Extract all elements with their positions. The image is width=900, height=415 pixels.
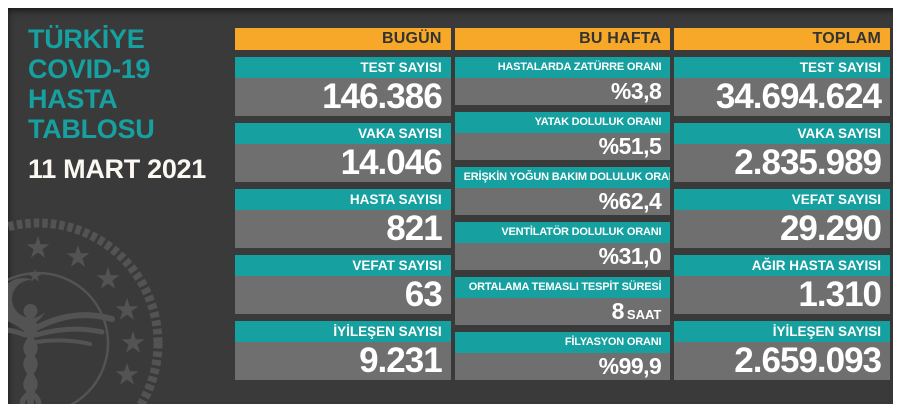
card-bugun-iyilesen-sayisi: İYİLEŞEN SAYISI 9.231 [235,321,451,380]
stat-value: %31,0 [454,243,671,270]
column-header-bugun: BUGÜN [235,28,451,50]
stat-value: 821 [235,210,451,248]
report-date: 11 MART 2021 [28,154,206,184]
stat-label: ERİŞKİN YOĞUN BAKIM DOLULUK ORANI [454,167,671,188]
column-bugun: BUGÜN TEST SAYISI 146.386 VAKA SAYISI 14… [235,28,451,404]
column-header-bu-hafta: BU HAFTA [454,28,671,50]
card-toplam-iyilesen-sayisi: İYİLEŞEN SAYISI 2.659.093 [674,321,891,380]
card-bugun-hasta-sayisi: HASTA SAYISI 821 [235,189,451,248]
column-header-toplam: TOPLAM [674,28,891,50]
stat-label: VENTİLATÖR DOLULUK ORANI [454,222,671,243]
stat-value: 2.835.989 [674,144,891,182]
stat-label: İYİLEŞEN SAYISI [235,321,451,342]
stat-label: HASTA SAYISI [235,189,451,210]
page-title: TÜRKİYE COVID-19 HASTA TABLOSU [28,24,155,144]
stat-value: 1.310 [674,276,891,314]
card-toplam-vefat-sayisi: VEFAT SAYISI 29.290 [674,189,891,248]
stat-label: TEST SAYISI [674,57,891,78]
stat-label: TEST SAYISI [235,57,451,78]
card-bugun-vefat-sayisi: VEFAT SAYISI 63 [235,255,451,314]
stat-label: İYİLEŞEN SAYISI [674,321,891,342]
card-bugun-vaka-sayisi: VAKA SAYISI 14.046 [235,123,451,182]
column-toplam: TOPLAM TEST SAYISI 34.694.624 VAKA SAYIS… [674,28,891,404]
stat-value: 63 [235,276,451,314]
stat-label: VEFAT SAYISI [235,255,451,276]
stat-value: %99,9 [454,353,671,380]
stat-label: ORTALAMA TEMASLI TESPİT SÜRESİ [454,277,671,298]
stat-value: %3,8 [454,78,671,105]
card-hafta-yogun-bakim-doluluk: ERİŞKİN YOĞUN BAKIM DOLULUK ORANI %62,4 [454,167,671,215]
card-hafta-ventilator-doluluk: VENTİLATÖR DOLULUK ORANI %31,0 [454,222,671,270]
column-bu-hafta: BU HAFTA HASTALARDA ZATÜRRE ORANI %3,8 Y… [454,28,671,404]
stat-label: VAKA SAYISI [235,123,451,144]
stat-value: 34.694.624 [674,78,891,116]
card-toplam-agir-hasta-sayisi: AĞIR HASTA SAYISI 1.310 [674,255,891,314]
stats-columns: BUGÜN TEST SAYISI 146.386 VAKA SAYISI 14… [235,8,893,404]
stat-label: VEFAT SAYISI [674,189,891,210]
stat-value: 29.290 [674,210,891,248]
card-hafta-filyasyon-orani: FİLYASYON ORANI %99,9 [454,332,671,380]
card-hafta-yatak-doluluk: YATAK DOLULUK ORANI %51,5 [454,112,671,160]
stat-value-number: 8 [611,298,625,324]
stat-label: VAKA SAYISI [674,123,891,144]
stat-value: 14.046 [235,144,451,182]
stat-value-unit: SAAT [626,307,662,322]
stat-label: YATAK DOLULUK ORANI [454,112,671,133]
sidebar: TÜRKİYE COVID-19 HASTA TABLOSU 11 MART 2… [8,8,235,404]
stat-value: 146.386 [235,78,451,116]
stat-value: 2.659.093 [674,342,891,380]
card-toplam-vaka-sayisi: VAKA SAYISI 2.835.989 [674,123,891,182]
card-hafta-temasli-tespit-suresi: ORTALAMA TEMASLI TESPİT SÜRESİ 8 SAAT [454,277,671,325]
infographic-frame: TÜRKİYE COVID-19 HASTA TABLOSU 11 MART 2… [8,8,893,404]
stat-label: HASTALARDA ZATÜRRE ORANI [454,57,671,78]
card-bugun-test-sayisi: TEST SAYISI 146.386 [235,57,451,116]
stat-label: FİLYASYON ORANI [454,332,671,353]
card-toplam-test-sayisi: TEST SAYISI 34.694.624 [674,57,891,116]
card-hafta-zaturre-orani: HASTALARDA ZATÜRRE ORANI %3,8 [454,57,671,105]
stat-value: %51,5 [454,133,671,160]
stat-value: %62,4 [454,188,671,215]
stat-label: AĞIR HASTA SAYISI [674,255,891,276]
stat-value: 8 SAAT [454,298,671,325]
stat-value: 9.231 [235,342,451,380]
